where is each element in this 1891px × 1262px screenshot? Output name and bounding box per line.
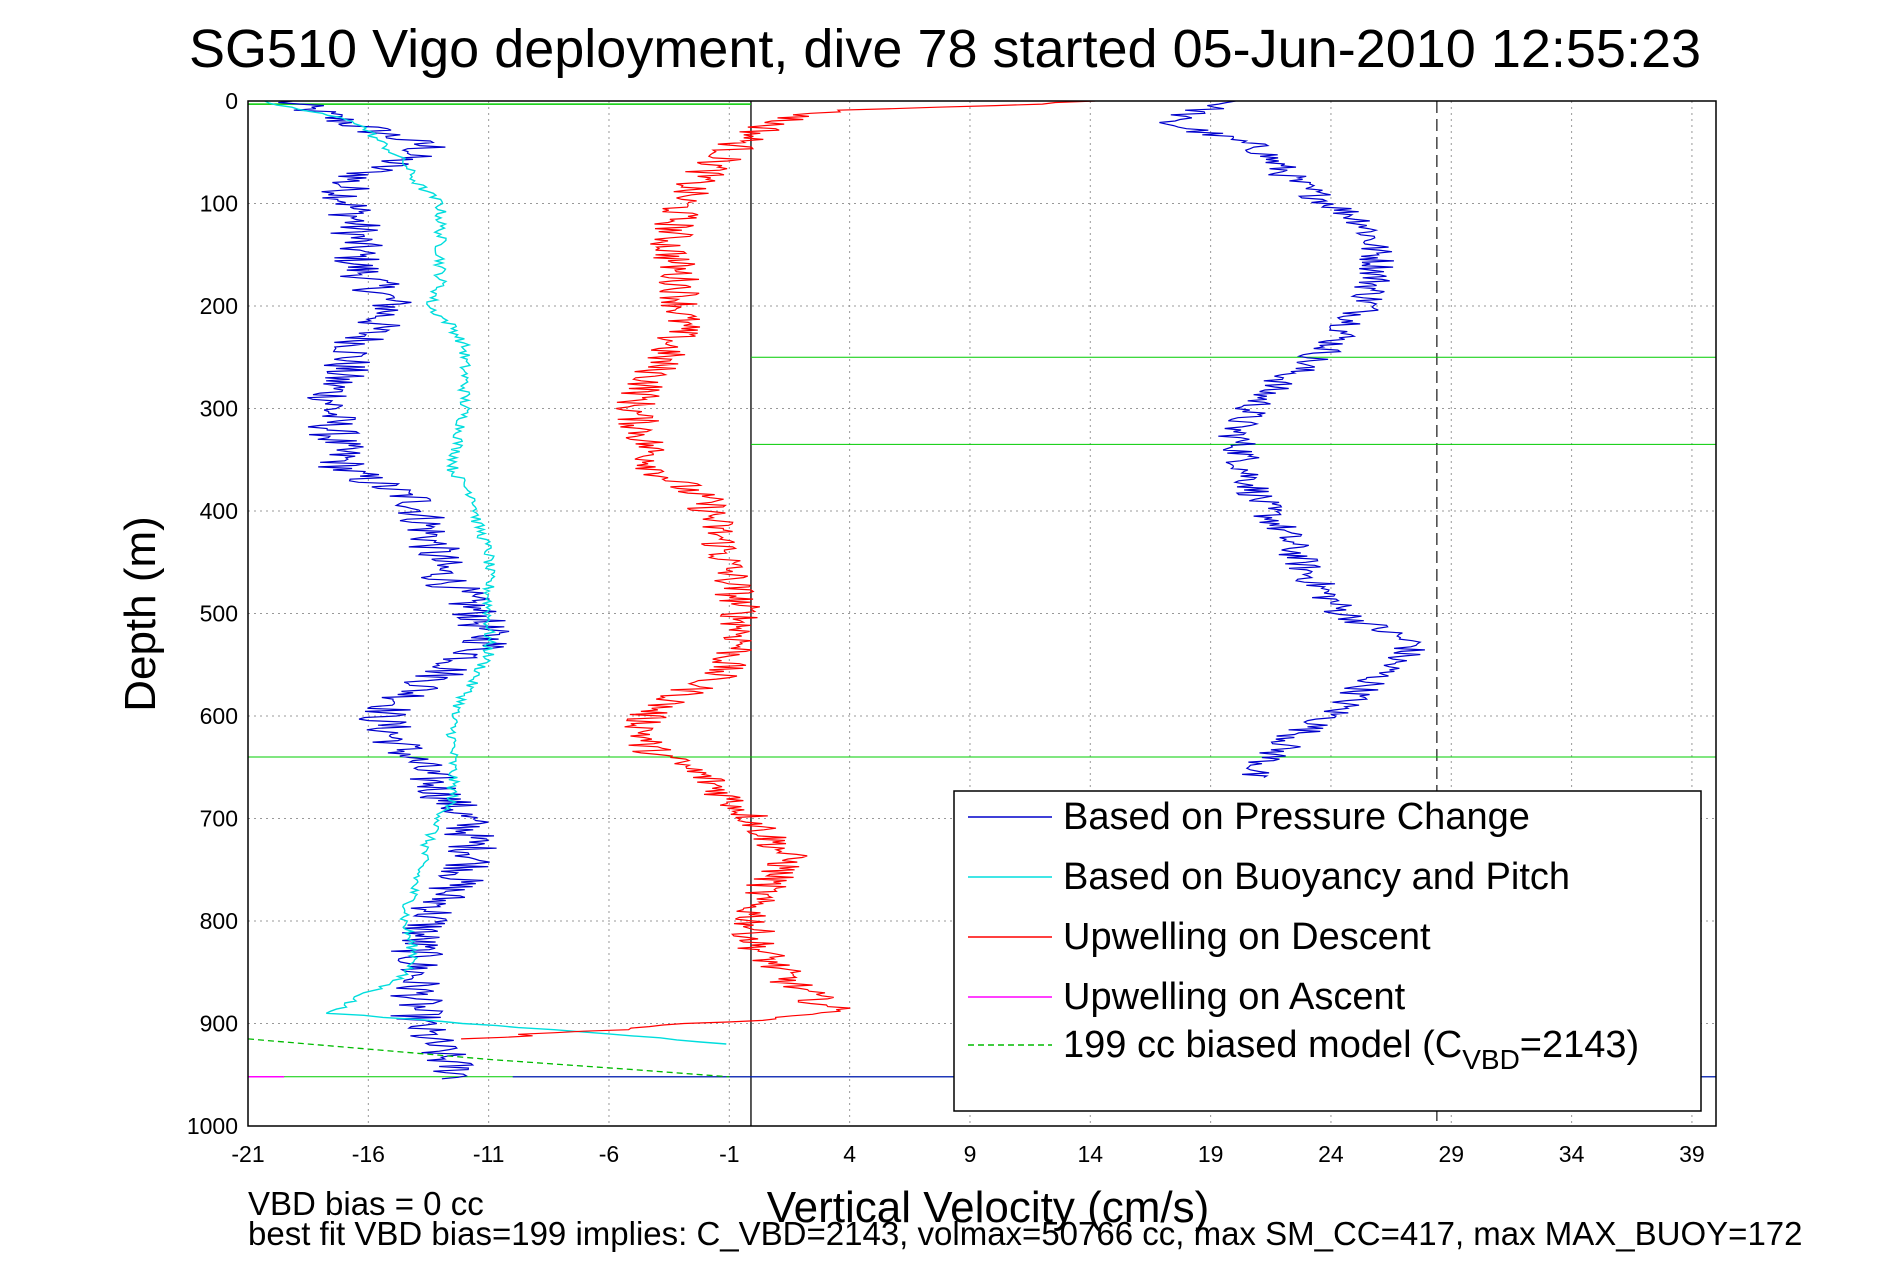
legend-box — [953, 790, 1702, 1112]
y-tick-label: 900 — [200, 1011, 238, 1037]
x-tick-labels: -21 -16 -11 -6 -1 4 9 14 19 24 29 34 39 — [231, 1141, 1704, 1167]
x-tick-label: 14 — [1077, 1141, 1103, 1167]
y-tick-label: 600 — [200, 703, 238, 729]
legend-label: 199 cc biased model (CVBD=2143) — [1063, 1024, 1639, 1075]
x-tick-label: -16 — [352, 1141, 385, 1167]
series-upwelling-descent — [461, 101, 1096, 1040]
series-biased-model — [248, 1038, 730, 1078]
legend-label: Upwelling on Descent — [1063, 916, 1431, 958]
y-tick-label: 200 — [200, 293, 238, 319]
x-tick-label: 34 — [1559, 1141, 1585, 1167]
legend: Based on Pressure Change Based on Buoyanc… — [953, 790, 1702, 1112]
series-buoyancy-pitch — [264, 101, 727, 1045]
series-pressure-descent — [278, 101, 510, 1080]
y-tick-label: 0 — [225, 88, 238, 114]
x-tick-label: -21 — [231, 1141, 264, 1167]
series-pressure-ascent — [1159, 101, 1425, 779]
y-tick-label: 400 — [200, 498, 238, 524]
x-tick-label: 4 — [843, 1141, 856, 1167]
legend-label: Based on Buoyancy and Pitch — [1063, 856, 1570, 898]
y-tick-label: 500 — [200, 601, 238, 627]
x-tick-label: 19 — [1198, 1141, 1224, 1167]
x-axis-label: Vertical Velocity (cm/s) — [767, 1183, 1210, 1232]
x-tick-label: -6 — [599, 1141, 619, 1167]
legend-label: Upwelling on Ascent — [1063, 976, 1406, 1018]
plot-frame — [247, 100, 1717, 1127]
series-group — [248, 101, 1425, 1080]
legend-label: Based on Pressure Change — [1063, 796, 1530, 838]
x-tick-label: 24 — [1318, 1141, 1344, 1167]
x-tick-label: -11 — [473, 1141, 505, 1167]
y-tick-label: 100 — [200, 191, 238, 217]
y-tick-label: 800 — [200, 908, 238, 934]
footnote-bias: VBD bias = 0 cc — [248, 1185, 484, 1222]
x-tick-label: 9 — [964, 1141, 977, 1167]
x-tick-label: 39 — [1679, 1141, 1705, 1167]
y-tick-label: 300 — [200, 396, 238, 422]
x-tick-label: 29 — [1438, 1141, 1464, 1167]
y-tick-label: 1000 — [187, 1113, 238, 1139]
y-axis-label: Depth (m) — [116, 516, 165, 712]
y-tick-labels: 0 100 200 300 400 500 600 700 800 900 1000 — [187, 88, 238, 1139]
footnote-best-fit: best fit VBD bias=199 implies: C_VBD=214… — [248, 1215, 1803, 1252]
chart-title: SG510 Vigo deployment, dive 78 started 0… — [189, 19, 1701, 79]
y-tick-label: 700 — [200, 806, 238, 832]
x-tick-label: -1 — [719, 1141, 739, 1167]
